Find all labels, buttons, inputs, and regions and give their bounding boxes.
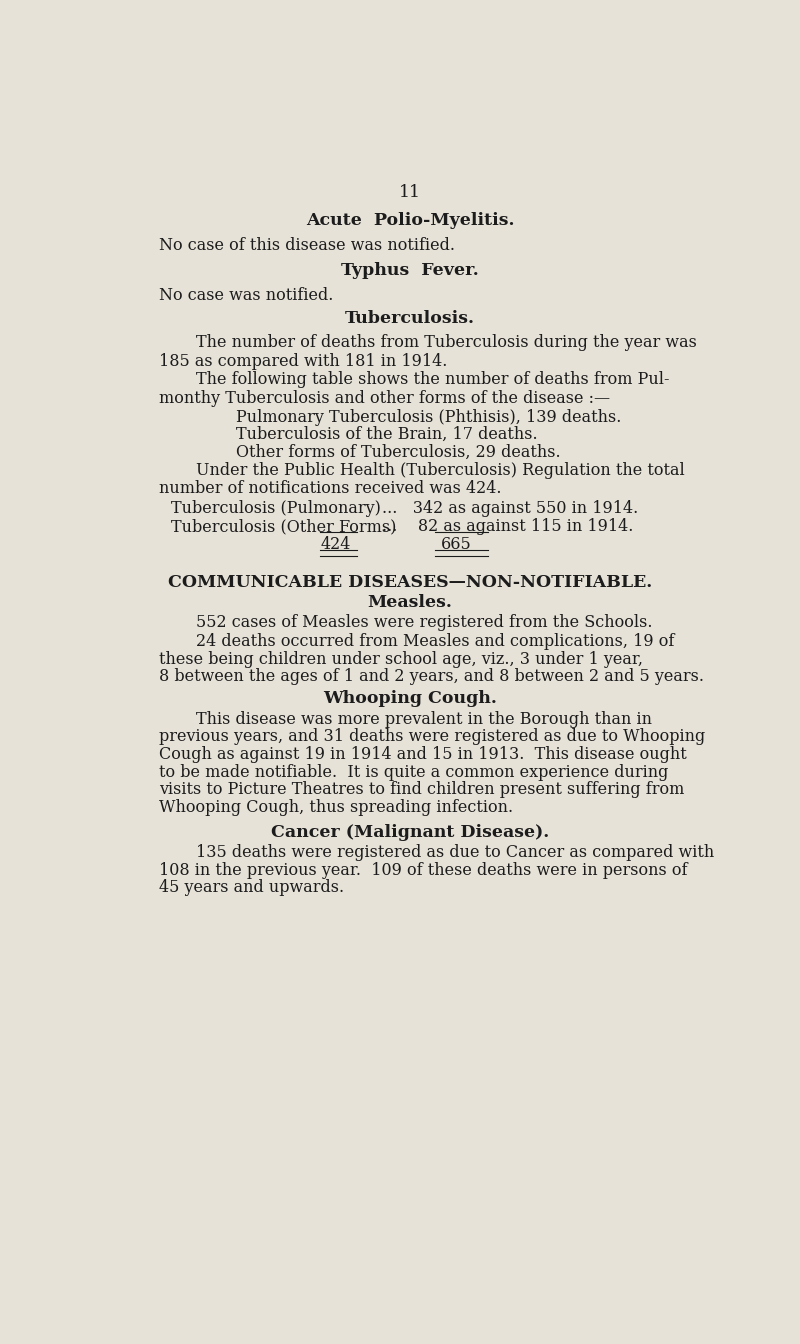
Text: visits to Picture Theatres to find children present suffering from: visits to Picture Theatres to find child… <box>159 781 684 798</box>
Text: Measles.: Measles. <box>367 594 453 612</box>
Text: This disease was more prevalent in the Borough than in: This disease was more prevalent in the B… <box>196 711 652 728</box>
Text: previous years, and 31 deaths were registered as due to Whooping: previous years, and 31 deaths were regis… <box>159 728 705 746</box>
Text: 11: 11 <box>399 184 421 202</box>
Text: these being children under school age, viz., 3 under 1 year,: these being children under school age, v… <box>159 650 643 668</box>
Text: ...    82 as against 115 in 1914.: ... 82 as against 115 in 1914. <box>382 519 634 535</box>
Text: No case of this disease was notified.: No case of this disease was notified. <box>159 237 455 254</box>
Text: COMMUNICABLE DISEASES—NON-NOTIFIABLE.: COMMUNICABLE DISEASES—NON-NOTIFIABLE. <box>168 574 652 591</box>
Text: Other forms of Tuberculosis, 29 deaths.: Other forms of Tuberculosis, 29 deaths. <box>237 444 561 461</box>
Text: The following table shows the number of deaths from Pul-: The following table shows the number of … <box>196 371 670 388</box>
Text: 665: 665 <box>441 536 472 552</box>
Text: Acute  Polio-Myelitis.: Acute Polio-Myelitis. <box>306 212 514 228</box>
Text: monthy Tuberculosis and other forms of the disease :—: monthy Tuberculosis and other forms of t… <box>159 390 610 407</box>
Text: 424: 424 <box>321 536 350 552</box>
Text: No case was notified.: No case was notified. <box>159 286 334 304</box>
Text: to be made notifiable.  It is quite a common experience during: to be made notifiable. It is quite a com… <box>159 763 668 781</box>
Text: Whooping Cough.: Whooping Cough. <box>323 689 497 707</box>
Text: Whooping Cough, thus spreading infection.: Whooping Cough, thus spreading infection… <box>159 798 513 816</box>
Text: ...   342 as against 550 in 1914.: ... 342 as against 550 in 1914. <box>382 500 638 516</box>
Text: 24 deaths occurred from Measles and complications, 19 of: 24 deaths occurred from Measles and comp… <box>196 633 674 650</box>
Text: The number of deaths from Tuberculosis during the year was: The number of deaths from Tuberculosis d… <box>196 335 697 351</box>
Text: Tuberculosis (Pulmonary): Tuberculosis (Pulmonary) <box>171 500 381 516</box>
Text: Pulmonary Tuberculosis (Phthisis), 139 deaths.: Pulmonary Tuberculosis (Phthisis), 139 d… <box>237 409 622 426</box>
Text: Tuberculosis of the Brain, 17 deaths.: Tuberculosis of the Brain, 17 deaths. <box>237 426 538 444</box>
Text: Tuberculosis.: Tuberculosis. <box>345 310 475 328</box>
Text: 8 between the ages of 1 and 2 years, and 8 between 2 and 5 years.: 8 between the ages of 1 and 2 years, and… <box>159 668 704 685</box>
Text: Typhus  Fever.: Typhus Fever. <box>341 262 479 278</box>
Text: 45 years and upwards.: 45 years and upwards. <box>159 879 344 896</box>
Text: Cough as against 19 in 1914 and 15 in 1913.  This disease ought: Cough as against 19 in 1914 and 15 in 19… <box>159 746 686 763</box>
Text: 552 cases of Measles were registered from the Schools.: 552 cases of Measles were registered fro… <box>196 613 653 630</box>
Text: Cancer (Malignant Disease).: Cancer (Malignant Disease). <box>271 824 549 840</box>
Text: 108 in the previous year.  109 of these deaths were in persons of: 108 in the previous year. 109 of these d… <box>159 862 687 879</box>
Text: 135 deaths were registered as due to Cancer as compared with: 135 deaths were registered as due to Can… <box>196 844 714 862</box>
Text: 185 as compared with 181 in 1914.: 185 as compared with 181 in 1914. <box>159 352 447 370</box>
Text: Under the Public Health (Tuberculosis) Regulation the total: Under the Public Health (Tuberculosis) R… <box>196 462 685 480</box>
Text: number of notifications received was 424.: number of notifications received was 424… <box>159 480 502 497</box>
Text: Tuberculosis (Other Forms): Tuberculosis (Other Forms) <box>171 519 397 535</box>
